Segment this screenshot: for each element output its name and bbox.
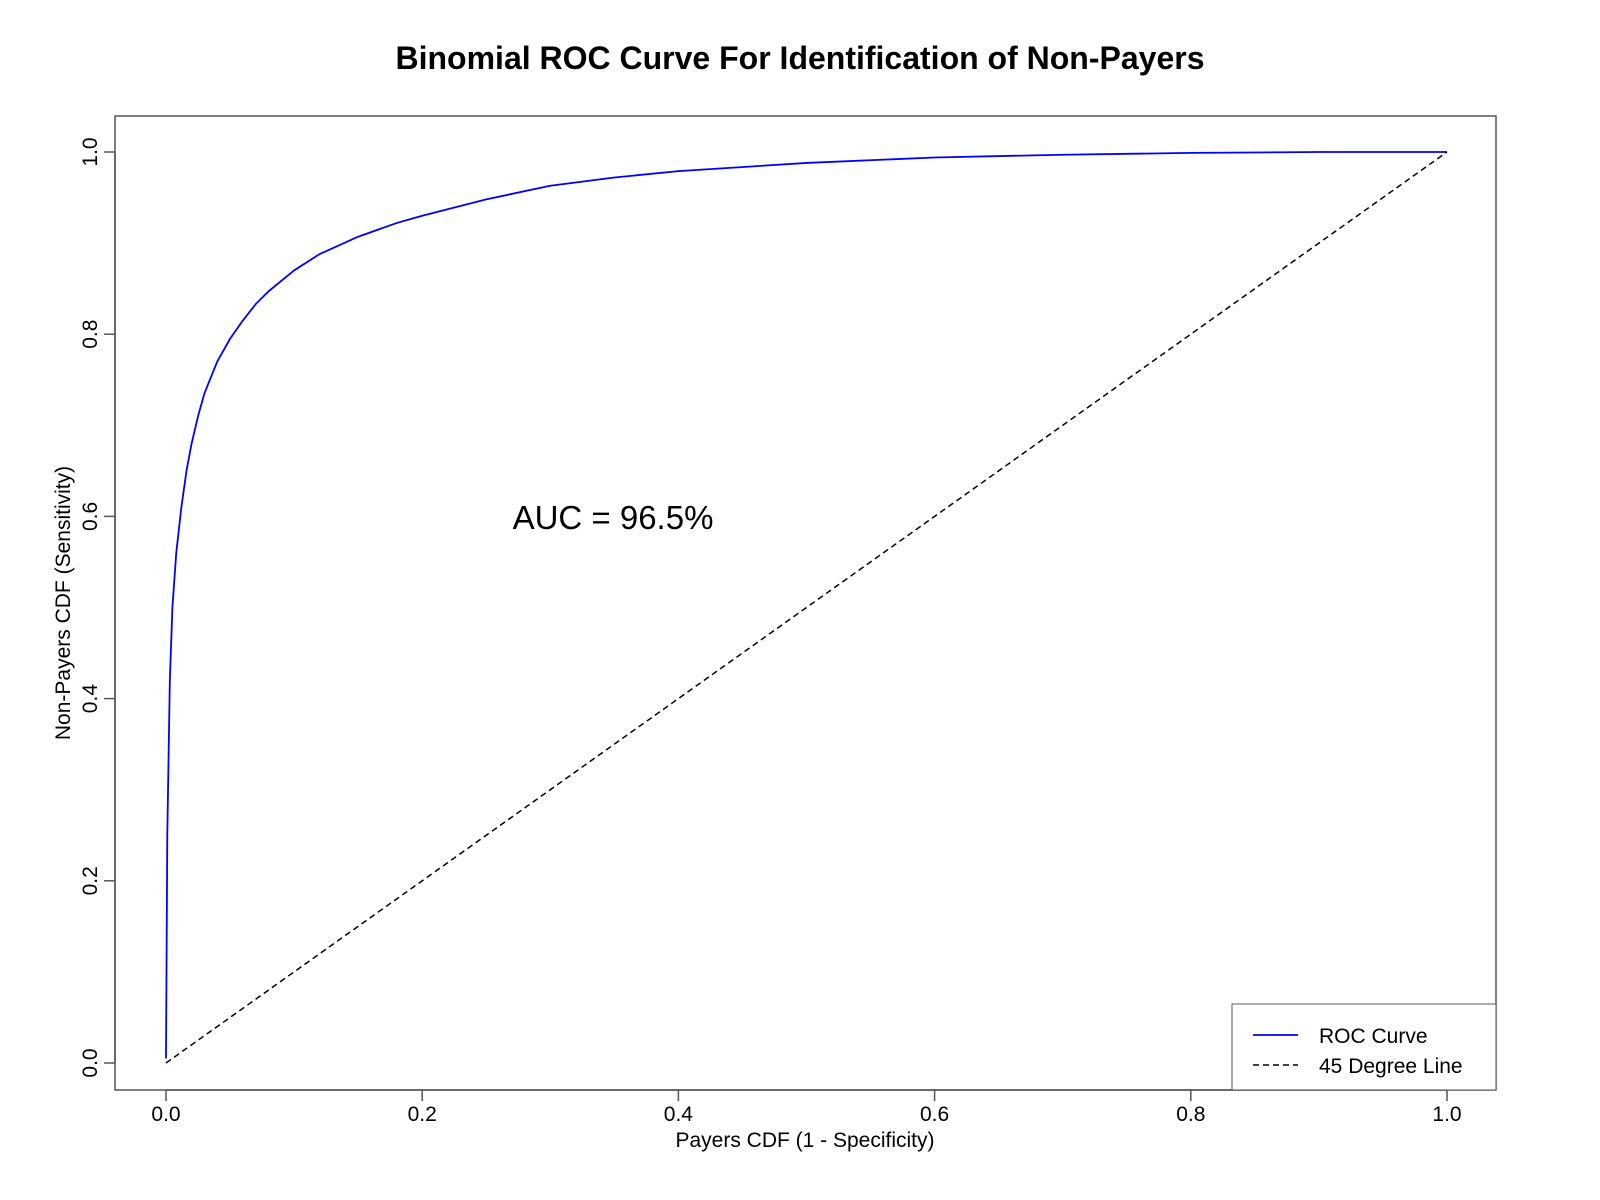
x-tick-label: 1.0 (1432, 1103, 1461, 1126)
x-tick-label: 0.4 (664, 1103, 694, 1126)
legend: ROC Curve 45 Degree Line (1231, 1003, 1497, 1091)
roc-curve-line (165, 151, 1447, 1059)
y-tick-label: 0.0 (79, 1048, 102, 1077)
legend-box (1231, 1003, 1497, 1091)
diagonal-reference-line (165, 151, 1448, 1064)
y-axis-label: Non-Payers CDF (Sensitivity) (52, 466, 75, 740)
y-tick-label: 0.4 (79, 684, 102, 714)
plot-frame (114, 115, 1497, 1091)
y-tick-label: 1.0 (79, 137, 102, 166)
x-tick-label: 0.8 (1176, 1103, 1205, 1126)
series-layer (165, 151, 1448, 1064)
auc-annotation: AUC = 96.5% (513, 499, 714, 536)
x-tick-label: 0.2 (408, 1103, 437, 1126)
x-axis-label: Payers CDF (1 - Specificity) (675, 1129, 934, 1152)
chart-title: Binomial ROC Curve For Identification of… (396, 40, 1205, 76)
y-tick-label: 0.6 (79, 502, 102, 531)
y-axis: 0.0 0.2 0.4 0.6 0.8 1.0 (79, 137, 116, 1078)
x-tick-label: 0.0 (151, 1103, 180, 1126)
y-tick-label: 0.2 (79, 866, 102, 895)
x-axis: 0.0 0.2 0.4 0.6 0.8 1.0 (151, 1089, 1462, 1126)
y-tick-label: 0.8 (79, 320, 102, 349)
x-tick-label: 0.6 (920, 1103, 949, 1126)
legend-roc-label: ROC Curve (1319, 1025, 1428, 1048)
legend-45-degree-label: 45 Degree Line (1319, 1055, 1463, 1078)
